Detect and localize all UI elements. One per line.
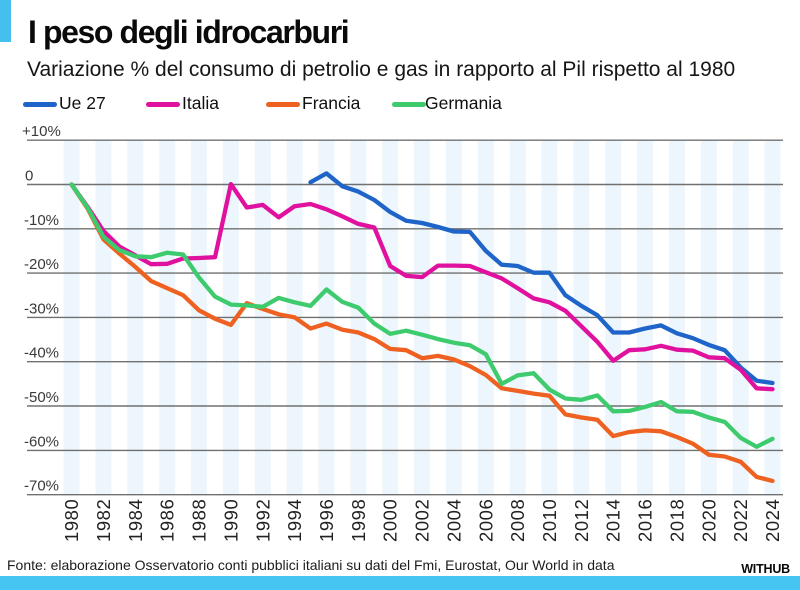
svg-text:-50%: -50%	[24, 389, 59, 406]
svg-text:-10%: -10%	[24, 212, 59, 229]
svg-text:2004: 2004	[443, 499, 464, 542]
svg-text:2010: 2010	[539, 499, 560, 542]
svg-text:-20%: -20%	[24, 256, 59, 273]
svg-text:2020: 2020	[698, 499, 719, 542]
svg-text:1992: 1992	[252, 499, 273, 542]
svg-text:2002: 2002	[412, 499, 433, 542]
svg-text:1982: 1982	[93, 499, 114, 542]
svg-text:+10%: +10%	[22, 123, 61, 140]
svg-text:2006: 2006	[475, 499, 496, 542]
svg-text:1988: 1988	[189, 499, 210, 542]
svg-text:1990: 1990	[220, 499, 241, 542]
svg-text:-60%: -60%	[24, 433, 59, 450]
svg-text:2012: 2012	[571, 499, 592, 542]
svg-text:2014: 2014	[603, 499, 624, 542]
svg-text:1980: 1980	[61, 499, 82, 542]
svg-text:0: 0	[25, 168, 33, 185]
svg-text:2018: 2018	[666, 499, 687, 542]
svg-text:2022: 2022	[730, 499, 751, 542]
svg-text:1998: 1998	[348, 499, 369, 542]
svg-text:1986: 1986	[157, 499, 178, 542]
svg-text:1994: 1994	[284, 499, 305, 542]
svg-text:1984: 1984	[125, 499, 146, 542]
svg-text:2008: 2008	[507, 499, 528, 542]
svg-text:1996: 1996	[316, 499, 337, 542]
svg-text:-70%: -70%	[24, 478, 59, 495]
svg-text:-40%: -40%	[24, 345, 59, 362]
svg-text:2024: 2024	[762, 499, 783, 542]
svg-text:2000: 2000	[380, 499, 401, 542]
svg-text:2016: 2016	[635, 499, 656, 542]
svg-text:-30%: -30%	[24, 300, 59, 317]
